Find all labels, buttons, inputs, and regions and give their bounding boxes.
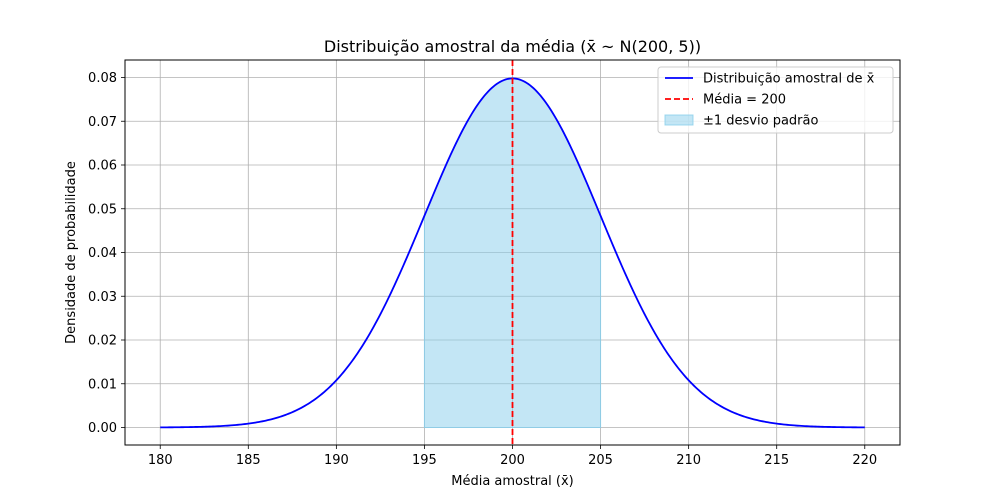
y-axis-ticks: 0.00 0.01 0.02 0.03 0.04 0.05 0.06 0.07 0.08 — [88, 71, 125, 436]
y-tick-label: 0.03 — [88, 290, 117, 305]
x-tick-label: 200 — [500, 453, 525, 468]
y-tick-label: 0.05 — [88, 202, 117, 217]
y-axis-label: Densidade de probabilidade — [64, 161, 79, 344]
y-tick-label: 0.00 — [88, 421, 117, 436]
x-axis-ticks: 180 185 190 195 200 205 210 215 220 — [148, 445, 877, 468]
legend-label-fill: ±1 desvio padrão — [703, 114, 818, 129]
legend-box — [657, 66, 894, 134]
x-tick-label: 185 — [236, 453, 261, 468]
x-tick-label: 205 — [588, 453, 613, 468]
y-tick-label: 0.04 — [88, 246, 117, 261]
legend-swatch-fill — [664, 114, 694, 126]
x-tick-label: 215 — [764, 453, 789, 468]
y-tick-label: 0.02 — [88, 334, 117, 349]
x-tick-label: 220 — [852, 453, 877, 468]
x-tick-label: 210 — [676, 453, 701, 468]
y-tick-label: 0.08 — [88, 71, 117, 86]
x-tick-label: 190 — [324, 453, 349, 468]
legend: Distribuição amostral de x̄ Média = 200 ±1… — [657, 66, 894, 134]
legend-label-curve: Distribuição amostral de x̄ — [703, 72, 875, 87]
legend-label-mean: Média = 200 — [703, 93, 786, 108]
x-axis-label: Média amostral (x̄) — [451, 474, 574, 489]
chart-title: Distribuição amostral da média (x̄ ~ N(2… — [324, 37, 701, 56]
x-tick-label: 195 — [412, 453, 437, 468]
y-tick-label: 0.07 — [88, 115, 117, 130]
x-tick-label: 180 — [148, 453, 173, 468]
y-tick-label: 0.06 — [88, 159, 117, 174]
y-tick-label: 0.01 — [88, 377, 117, 392]
